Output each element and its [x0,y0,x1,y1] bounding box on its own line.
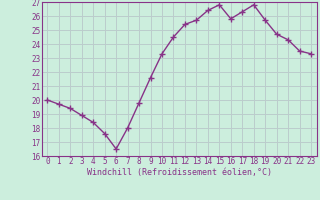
X-axis label: Windchill (Refroidissement éolien,°C): Windchill (Refroidissement éolien,°C) [87,168,272,177]
